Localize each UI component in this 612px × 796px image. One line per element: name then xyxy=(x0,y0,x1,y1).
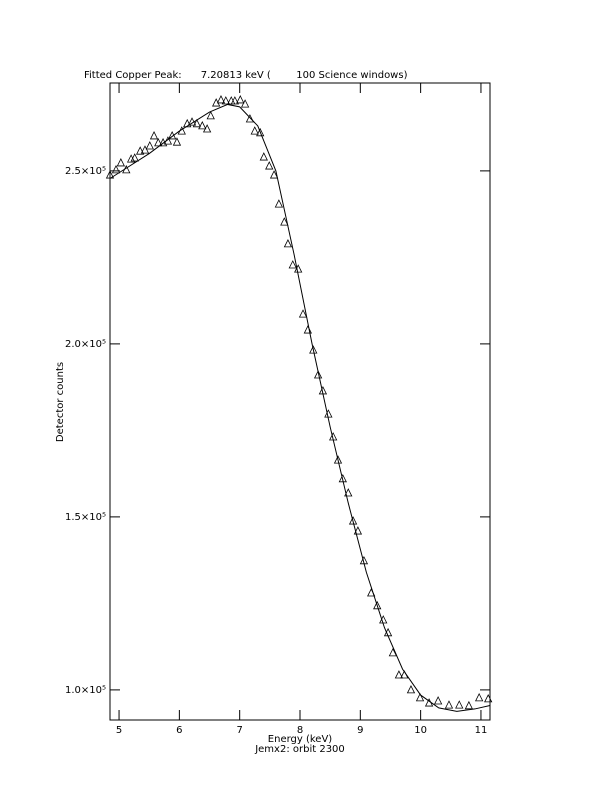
data-point xyxy=(394,670,404,679)
data-point xyxy=(484,693,493,703)
x-tick-label: 10 xyxy=(414,725,427,736)
data-point xyxy=(309,345,318,354)
data-point xyxy=(433,696,443,705)
data-point xyxy=(348,516,358,525)
data-point xyxy=(230,96,240,105)
y-tick-label: 1.5×10⁵ xyxy=(65,512,106,523)
y-tick-label: 2.5×10⁵ xyxy=(65,166,106,177)
data-point xyxy=(333,455,343,464)
data-point xyxy=(198,121,207,130)
data-point xyxy=(154,137,163,147)
data-point xyxy=(269,170,279,179)
x-tick-label: 9 xyxy=(357,725,363,736)
data-point xyxy=(145,141,154,150)
data-point xyxy=(149,131,159,140)
y-tick-label: 1.0×10⁵ xyxy=(65,685,106,696)
data-point xyxy=(455,700,464,709)
data-point xyxy=(130,153,139,162)
data-point xyxy=(406,685,416,694)
data-point xyxy=(192,118,202,128)
x-tick-label: 6 xyxy=(176,725,182,736)
chart-title: Fitted Copper Peak: 7.20813 keV ( 100 Sc… xyxy=(84,70,408,81)
data-point xyxy=(388,647,398,657)
data-point xyxy=(236,95,245,104)
fit-line xyxy=(109,103,491,712)
data-point xyxy=(259,152,268,161)
data-point xyxy=(344,488,353,497)
data-point xyxy=(280,217,289,226)
data-point xyxy=(116,158,126,167)
x-tick-label: 5 xyxy=(116,725,122,736)
data-point xyxy=(415,692,425,702)
data-point xyxy=(221,96,230,105)
x-axis-label: Energy (keV) xyxy=(268,734,333,745)
data-point xyxy=(298,309,308,318)
data-point xyxy=(444,700,454,709)
x-tick-label: 8 xyxy=(297,725,303,736)
x-tick-label: 7 xyxy=(236,725,242,736)
data-point xyxy=(353,526,363,535)
data-point xyxy=(288,260,297,269)
x-tick-label: 11 xyxy=(475,725,488,736)
data-point xyxy=(464,700,474,710)
data-point xyxy=(250,126,259,135)
y-axis-label: Detector counts xyxy=(55,362,66,442)
data-point xyxy=(183,118,192,128)
data-point xyxy=(172,137,182,146)
data-point xyxy=(111,164,121,174)
data-point xyxy=(136,146,145,155)
data-point xyxy=(283,238,293,248)
data-point xyxy=(202,124,212,133)
data-point xyxy=(140,145,150,154)
data-point xyxy=(313,370,323,379)
subtitle: Jemx2: orbit 2300 xyxy=(254,744,345,755)
y-tick-label: 2.0×10⁵ xyxy=(65,339,106,350)
data-point xyxy=(206,110,215,120)
data-point xyxy=(256,127,265,137)
data-point xyxy=(274,199,284,208)
data-point xyxy=(265,161,274,170)
data-point xyxy=(240,99,250,108)
data-point xyxy=(216,95,226,104)
data-point xyxy=(245,114,255,123)
data-point xyxy=(474,692,484,702)
data-point xyxy=(373,600,382,610)
